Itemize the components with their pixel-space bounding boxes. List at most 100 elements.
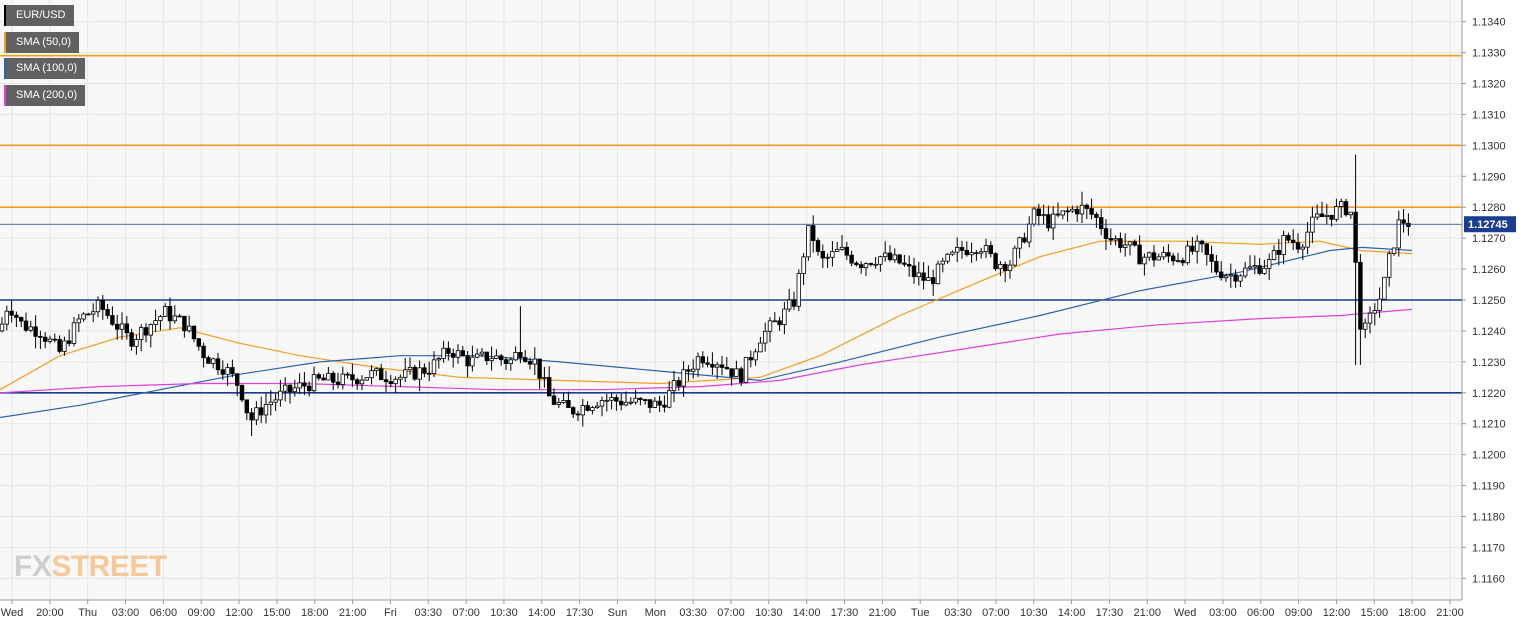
x-tick-label: 07:00	[452, 607, 480, 619]
candle-body	[431, 359, 437, 374]
candle-body	[1286, 235, 1291, 241]
legend-item-sma100[interactable]: SMA (100,0)	[4, 58, 86, 79]
y-tick-label: 1.1340	[1472, 17, 1506, 29]
candle-body	[234, 373, 240, 386]
candle-body	[811, 225, 816, 241]
candle-body	[931, 277, 936, 285]
candle-body	[340, 373, 345, 385]
candle-body	[388, 381, 393, 385]
candle-body	[67, 340, 72, 344]
candle-body	[1315, 213, 1320, 218]
x-tick-label: 21:00	[1133, 607, 1161, 619]
candle-body	[95, 299, 101, 313]
candle-body	[1166, 252, 1171, 257]
x-tick-label: 03:00	[1209, 607, 1237, 619]
candle-body	[446, 347, 451, 354]
candle-body	[1065, 210, 1070, 213]
candle-body	[710, 363, 715, 368]
candle-body	[868, 263, 873, 265]
x-tick-label: Sun	[608, 607, 628, 619]
candle-body	[667, 390, 672, 408]
candle-body	[633, 397, 638, 403]
x-tick-label: 18:00	[1398, 607, 1426, 619]
x-tick-label: Fri	[384, 607, 397, 619]
candle-body	[1382, 276, 1387, 300]
legend-item-sma200[interactable]: SMA (200,0)	[4, 84, 86, 106]
candle-body	[873, 263, 878, 266]
legend-item-sma50[interactable]: SMA (50,0)	[4, 31, 80, 53]
candle-body	[1324, 214, 1329, 217]
candle-body	[138, 327, 144, 340]
candle-body	[47, 338, 53, 342]
x-tick-label: 03:30	[679, 607, 707, 619]
candle-body	[859, 264, 864, 269]
candle-body	[1238, 275, 1243, 282]
candle-body	[1295, 242, 1301, 250]
candle-body	[1079, 204, 1085, 215]
candle-body	[748, 357, 753, 361]
candle-body	[1103, 228, 1109, 239]
candle-body	[777, 320, 782, 326]
candle-body	[897, 254, 902, 264]
candle-body	[887, 252, 893, 261]
candle-body	[1396, 219, 1401, 249]
candle-body	[820, 251, 825, 259]
candle-body	[1262, 267, 1267, 274]
candle-body	[167, 305, 173, 322]
candle-body	[196, 338, 201, 347]
candle-body	[1070, 208, 1075, 212]
candle-body	[590, 407, 595, 411]
candle-body	[18, 317, 24, 322]
candle-body	[244, 399, 249, 414]
candle-body	[239, 384, 245, 401]
candle-body	[969, 252, 974, 256]
y-tick-label: 1.1240	[1472, 326, 1506, 338]
candle-body	[71, 322, 77, 344]
candle-body	[1257, 265, 1262, 274]
candle-body	[835, 248, 840, 252]
y-tick-label: 1.1160	[1472, 573, 1505, 585]
candle-body	[115, 323, 120, 330]
candle-body	[849, 254, 854, 264]
candle-body	[1132, 241, 1137, 246]
candle-body	[1343, 201, 1349, 216]
candle-body	[258, 407, 264, 416]
candle-body	[354, 379, 360, 385]
candle-body	[585, 405, 590, 411]
candle-body	[494, 355, 499, 359]
candle-body	[182, 315, 187, 332]
candle-body	[1276, 250, 1281, 255]
candle-body	[364, 377, 369, 381]
candle-body	[767, 320, 773, 332]
candle-body	[1012, 247, 1017, 266]
x-tick-label: 12:00	[225, 607, 253, 619]
x-tick-label: Tue	[911, 607, 930, 619]
candle-body	[1161, 252, 1166, 258]
candle-body	[143, 327, 149, 336]
candle-body	[863, 263, 869, 269]
candle-body	[508, 359, 513, 364]
candle-body	[1075, 208, 1080, 215]
x-tick-label: 12:00	[1323, 607, 1351, 619]
candle-body	[273, 399, 278, 403]
candle-body	[1175, 260, 1181, 262]
candle-body	[330, 372, 336, 383]
candle-body	[561, 400, 566, 403]
candle-body	[57, 339, 62, 352]
candle-body	[657, 400, 662, 406]
candle-body	[537, 358, 542, 379]
candle-body	[513, 352, 518, 361]
candle-body	[86, 313, 91, 316]
candle-body	[844, 246, 849, 256]
candle-body	[758, 342, 763, 353]
x-tick-label: 07:00	[982, 607, 1010, 619]
candle-body	[1247, 266, 1253, 269]
candle-body	[1147, 252, 1152, 258]
candle-body	[148, 324, 153, 336]
candle-body	[1291, 239, 1296, 244]
candle-body	[268, 401, 273, 405]
candle-body	[729, 368, 734, 377]
candle-body	[1401, 219, 1406, 224]
legend-item-eurusd[interactable]: EUR/USD	[4, 5, 74, 26]
candle-body	[1185, 245, 1190, 264]
